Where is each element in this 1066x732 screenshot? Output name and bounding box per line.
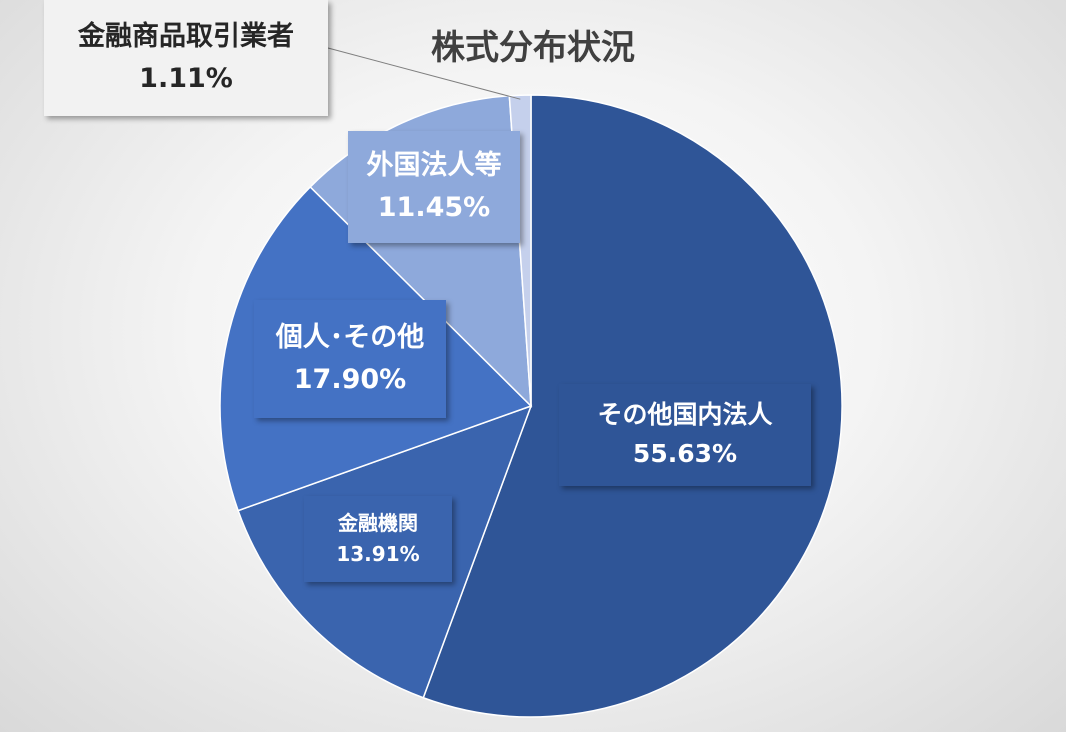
slice-label-other-domestic-corp: その他国内法人 55.63% (559, 384, 811, 486)
leader-line-securities-firms (327, 47, 521, 100)
slice-label-financial-institutions: 金融機関 13.91% (304, 496, 452, 582)
slice-label-value: 17.90% (293, 364, 407, 395)
slice-label-name: 個人･その他 (275, 322, 425, 354)
slice-label-individuals-other: 個人･その他 17.90% (254, 300, 446, 418)
slice-label-foreign-corp: 外国法人等 11.45% (348, 131, 520, 243)
slice-label-value: 11.45% (377, 192, 491, 223)
slice-label-name: 金融機関 (338, 511, 418, 535)
slice-label-name: 金融商品取引業者 (78, 21, 294, 53)
slice-label-value: 55.63% (632, 439, 738, 468)
slice-label-value: 1.11% (139, 63, 233, 94)
slice-label-name: 外国法人等 (366, 150, 502, 182)
slice-label-name: その他国内法人 (597, 400, 773, 430)
slice-label-value: 13.91% (336, 542, 420, 566)
slice-label-securities-firms: 金融商品取引業者 1.11% (44, 0, 328, 116)
chart-title: 株式分布状況 (431, 28, 635, 68)
